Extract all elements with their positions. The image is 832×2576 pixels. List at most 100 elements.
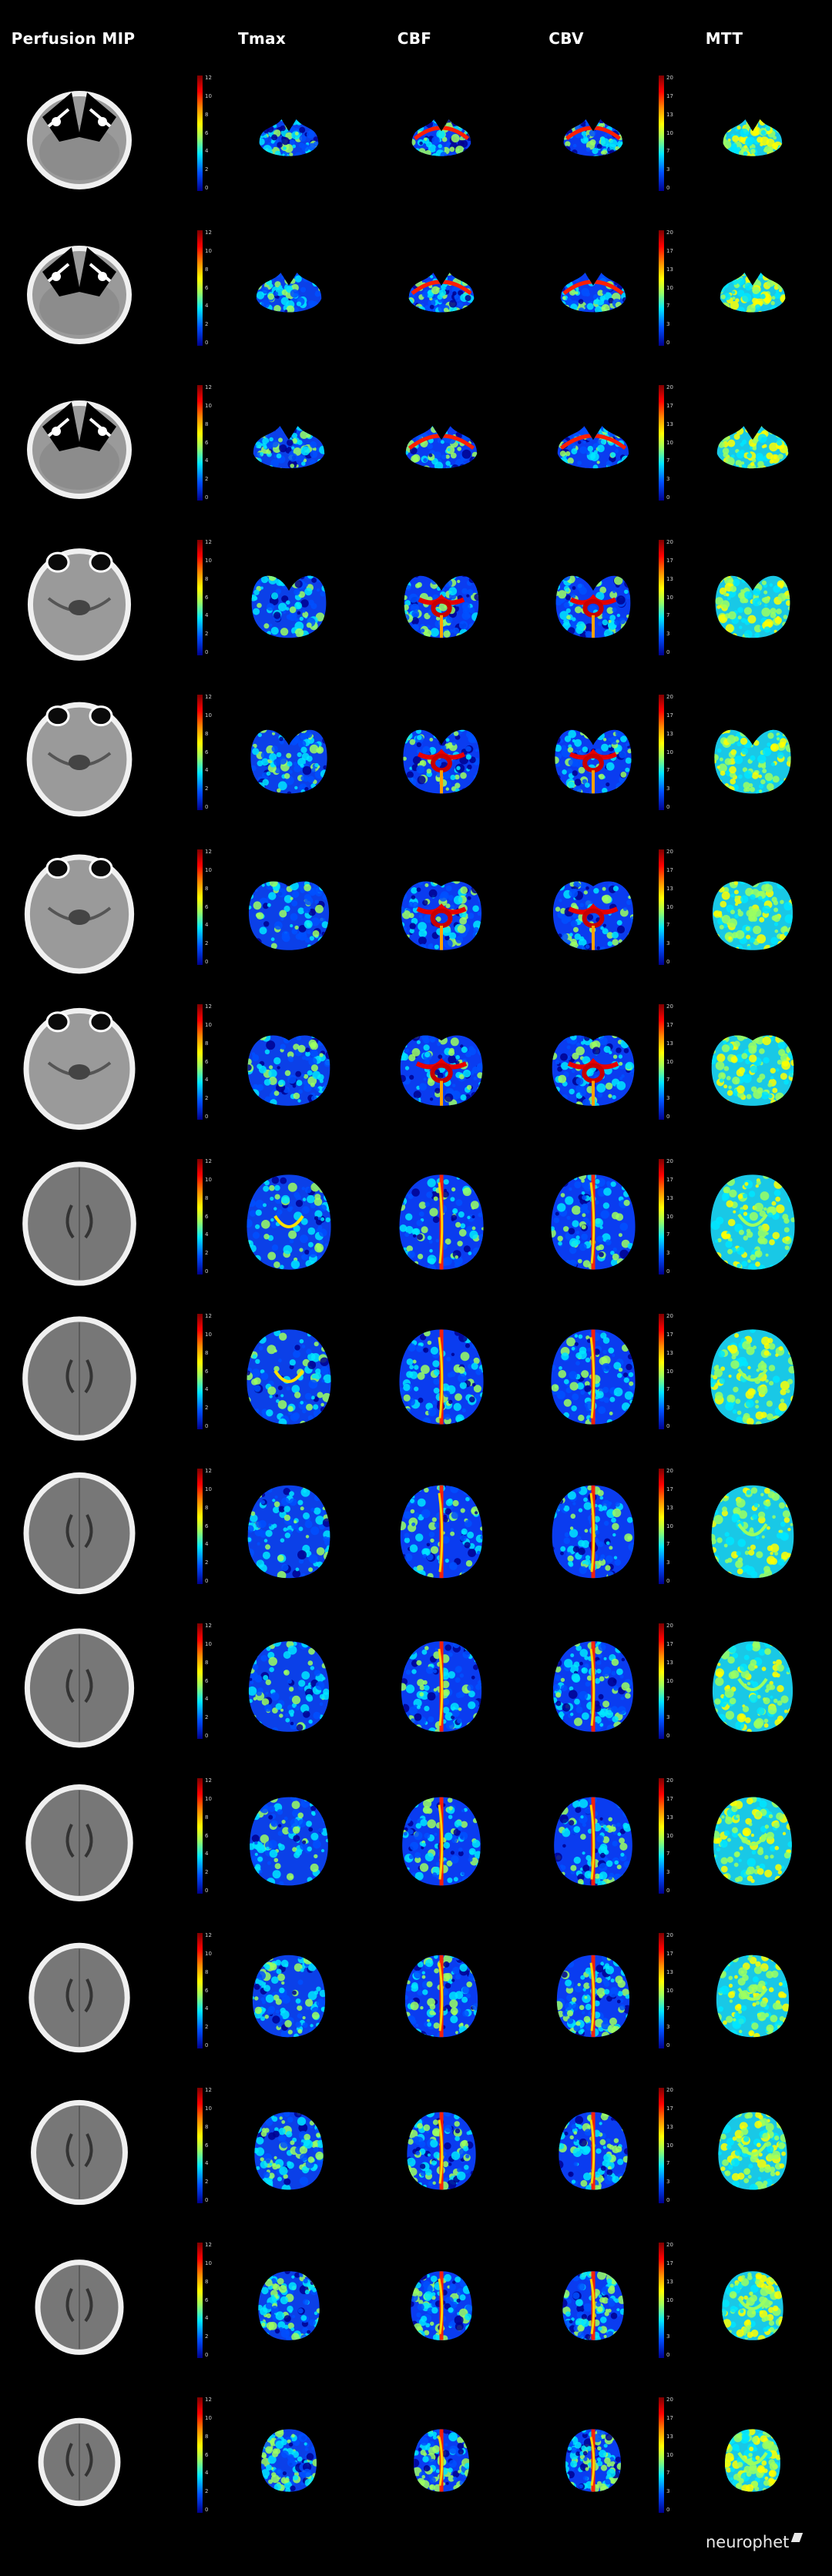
mtt-colorbar: 20 17 13 10 7 3 0 [659,2397,679,2513]
tmax-map-image [250,729,327,794]
perfusion-mip-image [24,854,135,974]
cbv-map-image [552,1035,635,1106]
mtt-colorbar-tick: 0 [666,1268,670,1275]
tmax-colorbar: 12 10 8 6 4 2 0 [197,75,217,191]
tmax-colorbar-tick: 8 [205,420,209,427]
column-title-mtt: MTT [705,29,743,48]
cbv-cell [528,845,659,1000]
mtt-colorbar: 20 17 13 10 7 3 0 [659,1314,679,1429]
column-title-cbf: CBF [397,29,432,48]
mtt-colorbar-tick: 20 [666,2242,673,2248]
mtt-map-image [722,2271,783,2340]
mtt-colorbar-tick: 17 [666,712,673,719]
cbv-cell [528,2083,659,2238]
tmax-colorbar-tick: 0 [205,804,209,810]
mtt-colorbar-tick: 10 [666,903,673,910]
mtt-colorbar-tick: 0 [666,2197,670,2203]
mtt-colorbar: 20 17 13 10 7 3 0 [659,1623,679,1739]
tmax-cell [223,1928,354,2083]
cbv-cell [528,535,659,690]
tmax-colorbar-tick: 12 [205,849,212,855]
tmax-colorbar-gradient [197,1933,203,2048]
cbv-cell [528,2238,659,2393]
cbf-map-image [403,729,480,794]
tmax-colorbar-tick: 0 [205,2352,209,2358]
tmax-colorbar-tick: 2 [205,1869,209,1876]
tmax-colorbar: 12 10 8 6 4 2 0 [197,1004,217,1120]
mip-cell [14,2083,145,2238]
tmax-colorbar-tick: 6 [205,1832,209,1839]
mtt-colorbar-tick: 13 [666,2123,673,2130]
mtt-cell [687,1000,818,1154]
perfusion-mip-image [23,1007,136,1131]
column-header-row: Perfusion MIP Tmax CBF CBV MTT [0,0,832,71]
mtt-colorbar-tick: 20 [666,1777,673,1784]
mtt-colorbar: 20 17 13 10 7 3 0 [659,385,679,501]
mtt-colorbar-tick: 7 [666,2470,670,2477]
cbf-map-image [401,881,482,950]
tmax-cell [223,1154,354,1309]
slice-row: 12 10 8 6 4 2 0 20 17 13 10 7 3 0 [0,1464,832,1619]
tmax-colorbar-tick: 2 [205,2333,209,2340]
cbf-cell [376,1000,507,1154]
mtt-map-image [715,575,790,638]
mtt-colorbar-tick: 10 [666,284,673,291]
mtt-colorbar-tick: 13 [666,1814,673,1821]
tmax-colorbar-tick: 8 [205,111,209,118]
perfusion-mip-image [22,1161,136,1286]
tmax-colorbar-tick: 6 [205,2296,209,2303]
mtt-colorbar-gradient [659,1933,664,2048]
tmax-colorbar-tick: 10 [205,92,212,99]
mtt-colorbar-tick: 20 [666,229,673,236]
column-title-perfusion-mip: Perfusion MIP [11,29,136,48]
tmax-colorbar-tick: 0 [205,649,209,655]
perfusion-mip-image [24,1628,135,1748]
tmax-colorbar-tick: 8 [205,575,209,582]
tmax-map-image [247,1035,330,1106]
cbv-cell [528,1309,659,1464]
mtt-colorbar-tick: 7 [666,2315,670,2322]
mtt-map-image [720,273,786,313]
mtt-colorbar-tick: 17 [666,1331,673,1338]
cbv-map-image [563,119,623,156]
tmax-colorbar-tick: 10 [205,2259,212,2266]
mtt-cell [687,1309,818,1464]
mtt-cell [687,1774,818,1928]
mtt-colorbar-tick: 3 [666,2488,670,2495]
mtt-colorbar: 20 17 13 10 7 3 0 [659,540,679,655]
mtt-colorbar-tick: 17 [666,92,673,99]
tmax-colorbar-tick: 0 [205,2042,209,2048]
slice-row: 12 10 8 6 4 2 0 20 17 13 10 7 3 0 [0,2393,832,2548]
tmax-colorbar-tick: 10 [205,2414,212,2421]
mtt-colorbar-tick: 0 [666,185,670,191]
cbv-cell [528,1000,659,1154]
slice-row: 12 10 8 6 4 2 0 20 17 13 10 7 3 0 [0,1000,832,1154]
tmax-colorbar-tick: 6 [205,1213,209,1220]
mtt-colorbar-tick: 3 [666,2333,670,2340]
tmax-colorbar: 12 10 8 6 4 2 0 [197,849,217,965]
tmax-map-image [248,881,330,950]
mtt-colorbar-gradient [659,2088,664,2203]
tmax-colorbar-tick: 8 [205,266,209,273]
mtt-colorbar-tick: 20 [666,75,673,81]
mtt-map-image [725,2429,780,2492]
tmax-colorbar-tick: 6 [205,749,209,755]
tmax-cell [223,845,354,1000]
mtt-colorbar-tick: 0 [666,804,670,810]
perfusion-mip-image [27,400,132,499]
column-title-tmax: Tmax [237,29,287,48]
tmax-colorbar-tick: 10 [205,866,212,873]
tmax-colorbar-tick: 4 [205,1231,209,1238]
mtt-colorbar-tick: 17 [666,1950,673,1957]
tmax-colorbar-gradient [197,75,203,191]
mtt-colorbar-tick: 7 [666,922,670,929]
tmax-colorbar-tick: 10 [205,1795,212,1802]
perfusion-mip-image [25,1784,133,1901]
mtt-colorbar-tick: 0 [666,1114,670,1120]
mtt-colorbar-tick: 3 [666,1095,670,1102]
tmax-colorbar-gradient [197,849,203,965]
tmax-colorbar-tick: 8 [205,885,209,892]
tmax-colorbar-tick: 4 [205,767,209,774]
mip-cell [14,1774,145,1928]
cbf-map-image [402,1797,481,1886]
